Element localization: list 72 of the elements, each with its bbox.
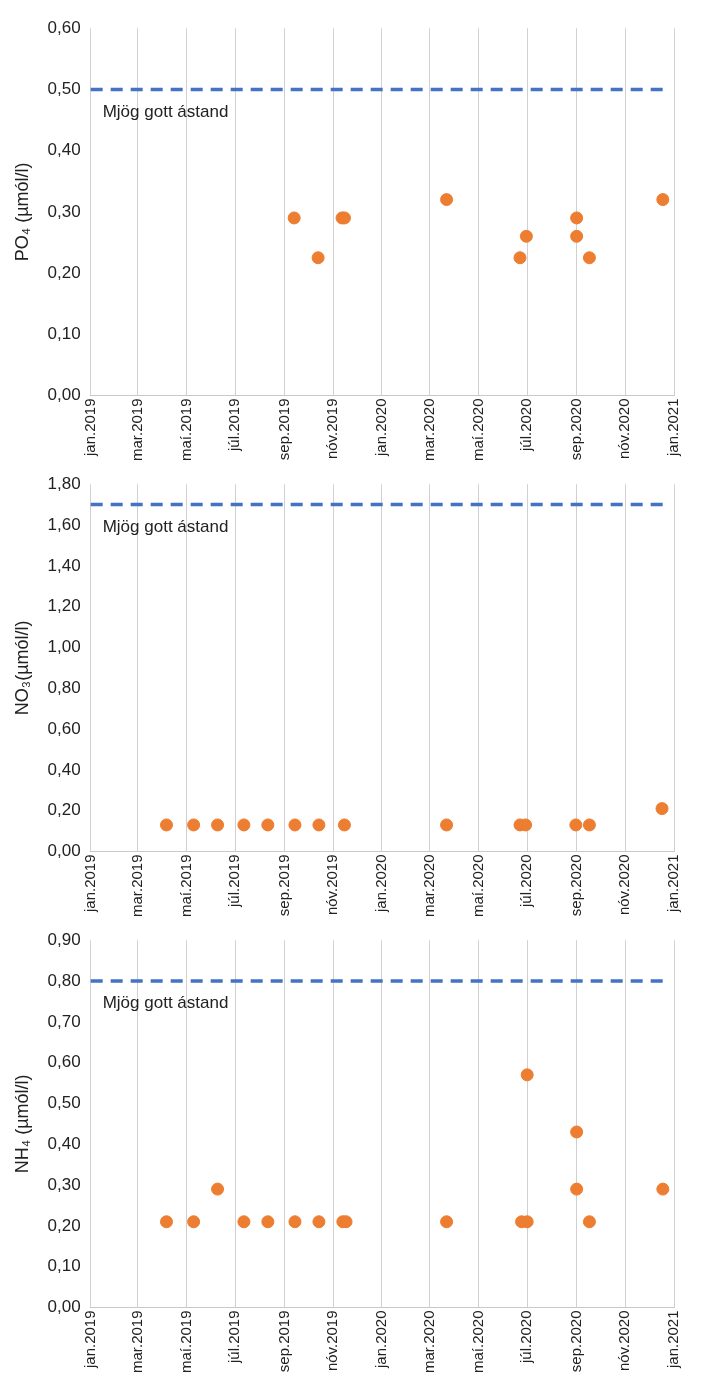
ref-line-label: Mjög gott ástand xyxy=(102,516,229,536)
y-tick-label: 0,80 xyxy=(47,677,81,697)
y-axis-title: NO₃(µmól/l) xyxy=(11,620,32,716)
x-tick-label: mar.2020 xyxy=(419,1310,437,1374)
x-tick-label: sep.2019 xyxy=(274,854,292,917)
x-tick-label: maí.2019 xyxy=(176,854,194,918)
x-tick-label: sep.2019 xyxy=(274,398,292,461)
x-tick-label: júl.2020 xyxy=(517,854,535,909)
x-tick-label: mar.2020 xyxy=(419,398,437,462)
y-tick-label: 0,30 xyxy=(47,1174,81,1194)
y-tick-label: 1,60 xyxy=(47,514,81,534)
x-tick-label: maí.2019 xyxy=(176,398,194,462)
x-tick-label: nóv.2020 xyxy=(615,398,633,460)
x-tick-label: jan.2021 xyxy=(664,398,682,458)
x-tick-label: nóv.2019 xyxy=(323,854,341,916)
x-tick-label: nóv.2019 xyxy=(323,1310,341,1372)
x-tick-label: nóv.2019 xyxy=(323,398,341,460)
y-tick-label: 0,60 xyxy=(47,1052,81,1072)
y-tick-label: 0,00 xyxy=(47,841,81,861)
x-tick-label: mar.2019 xyxy=(127,854,145,918)
x-tick-label: nóv.2020 xyxy=(615,1310,633,1372)
y-tick-label: 0,00 xyxy=(47,385,81,405)
x-tick-label: maí.2019 xyxy=(176,1310,194,1374)
x-tick-label: sep.2020 xyxy=(566,1310,584,1373)
x-tick-label: júl.2019 xyxy=(225,1310,243,1365)
y-tick-label: 0,80 xyxy=(47,970,81,990)
y-tick-label: 0,60 xyxy=(47,17,81,37)
y-tick-label: 1,40 xyxy=(47,555,81,575)
y-tick-label: 0,10 xyxy=(47,1256,81,1276)
y-tick-label: 0,50 xyxy=(47,79,81,99)
x-tick-label: júl.2020 xyxy=(517,1310,535,1365)
x-tick-label: jan.2019 xyxy=(80,398,98,458)
ref-line-label: Mjög gott ástand xyxy=(102,993,229,1013)
x-tick-label: jan.2020 xyxy=(372,854,390,914)
x-tick-label: jan.2019 xyxy=(80,854,98,914)
x-tick-label: maí.2020 xyxy=(468,1310,486,1374)
x-tick-label: maí.2020 xyxy=(468,398,486,462)
y-tick-label: 0,40 xyxy=(47,759,81,779)
y-tick-label: 0,70 xyxy=(47,1011,81,1031)
y-tick-label: 0,00 xyxy=(47,1297,81,1317)
y-tick-label: 0,10 xyxy=(47,323,81,343)
x-tick-label: jan.2021 xyxy=(664,1310,682,1370)
x-tick-label: sep.2019 xyxy=(274,1310,292,1373)
x-tick-label: júl.2020 xyxy=(517,398,535,453)
y-tick-label: 0,20 xyxy=(47,1215,81,1235)
x-tick-label: mar.2019 xyxy=(127,398,145,462)
y-tick-label: 0,20 xyxy=(47,262,81,282)
y-tick-label: 0,50 xyxy=(47,1093,81,1113)
y-tick-label: 1,80 xyxy=(47,473,81,493)
y-axis-title: NH₄ (µmól/l) xyxy=(11,1074,32,1174)
y-axis-title: PO₄ (µmól/l) xyxy=(11,162,32,262)
y-tick-label: 0,60 xyxy=(47,718,81,738)
y-tick-label: 0,20 xyxy=(47,800,81,820)
x-tick-label: maí.2020 xyxy=(468,854,486,918)
y-tick-label: 0,30 xyxy=(47,201,81,221)
y-tick-label: 0,40 xyxy=(47,140,81,160)
x-tick-label: júl.2019 xyxy=(225,854,243,909)
x-tick-label: mar.2019 xyxy=(127,1310,145,1374)
x-tick-label: júl.2019 xyxy=(225,398,243,453)
x-tick-label: jan.2020 xyxy=(372,398,390,458)
x-tick-label: jan.2019 xyxy=(80,1310,98,1370)
ref-line-label: Mjög gott ástand xyxy=(102,101,229,121)
y-tick-label: 0,90 xyxy=(47,929,81,949)
y-tick-label: 1,20 xyxy=(47,596,81,616)
x-tick-label: jan.2020 xyxy=(372,1310,390,1370)
x-tick-label: jan.2021 xyxy=(664,854,682,914)
y-tick-label: 1,00 xyxy=(47,637,81,657)
x-tick-label: nóv.2020 xyxy=(615,854,633,916)
x-tick-label: mar.2020 xyxy=(419,854,437,918)
x-tick-label: sep.2020 xyxy=(566,398,584,461)
y-tick-label: 0,40 xyxy=(47,1133,81,1153)
x-tick-label: sep.2020 xyxy=(566,854,584,917)
